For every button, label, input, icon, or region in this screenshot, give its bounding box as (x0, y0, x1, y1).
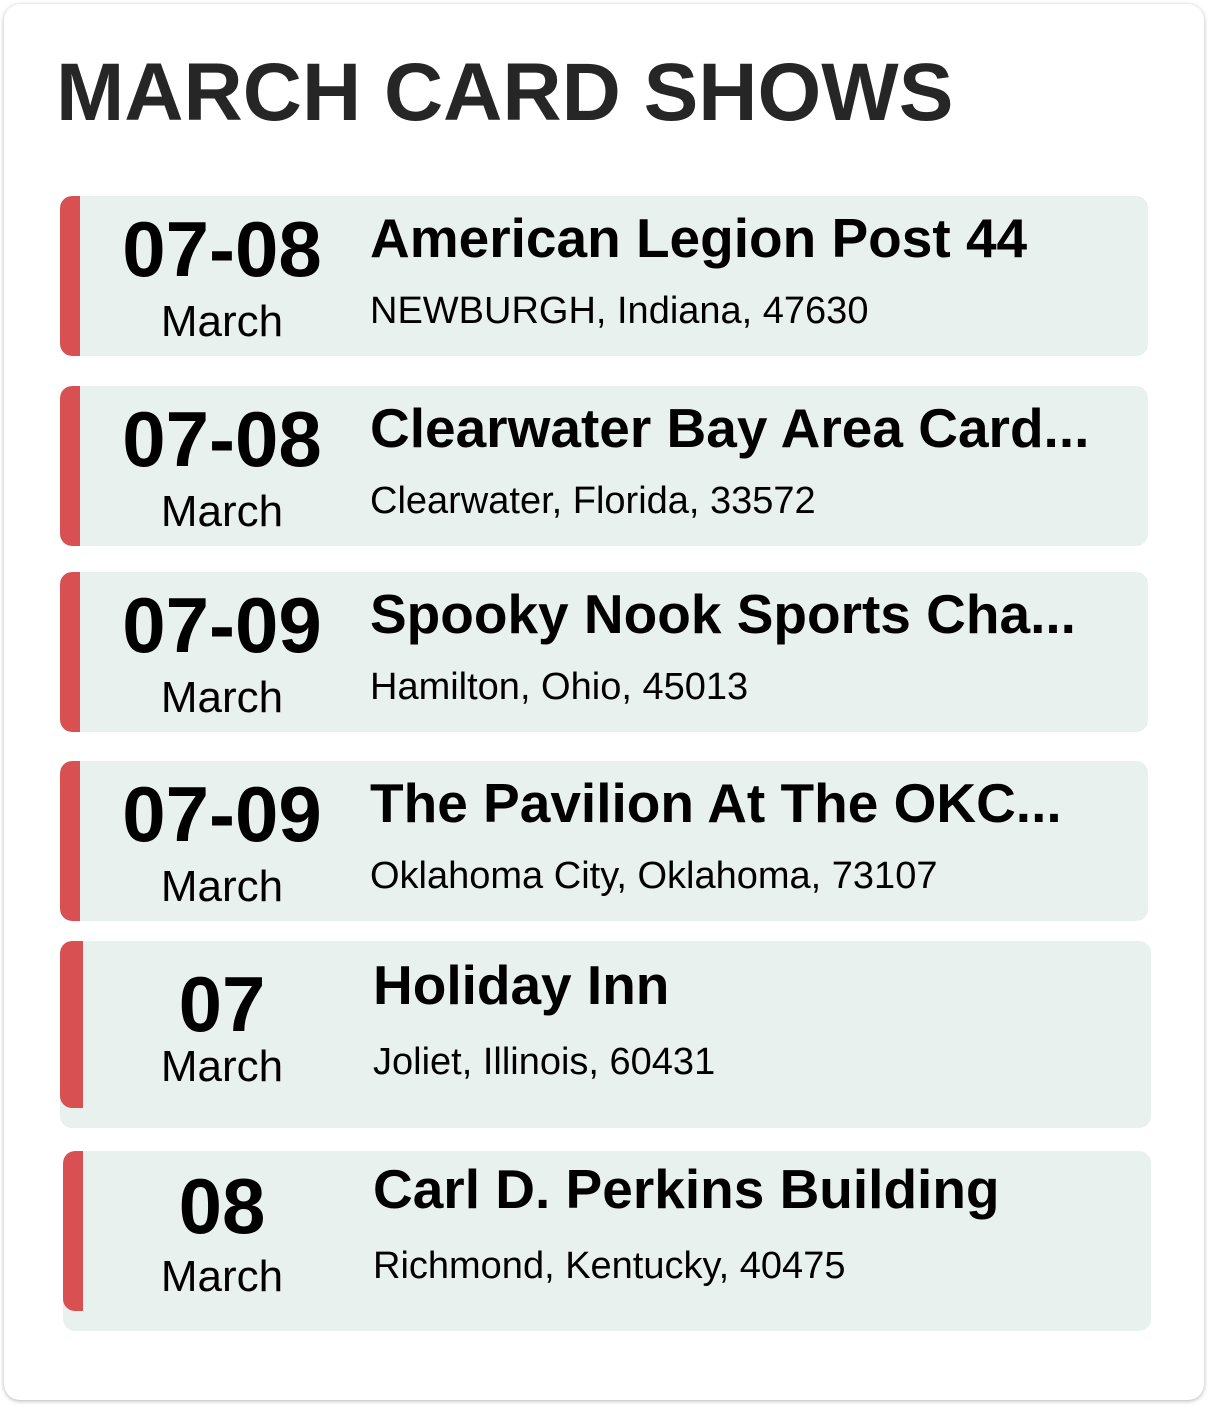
show-month: March (160, 673, 284, 722)
show-venue: American Legion Post 44 (370, 207, 1028, 269)
accent-bar (60, 761, 80, 921)
show-month: March (160, 862, 284, 911)
show-date: 07 (178, 960, 266, 1048)
show-date: 07-09 (122, 770, 322, 858)
show-month: March (160, 1042, 284, 1091)
show-date: 07-08 (122, 205, 322, 293)
show-location: Clearwater, Florida, 33572 (370, 480, 816, 522)
accent-bar (60, 196, 80, 356)
show-card[interactable]: 07-09 March The Pavilion At The OKC... O… (60, 761, 1148, 921)
show-card[interactable]: 08 March Carl D. Perkins Building Richmo… (63, 1151, 1151, 1331)
show-venue: Carl D. Perkins Building (373, 1158, 1000, 1220)
page-title: MARCH CARD SHOWS (56, 47, 954, 138)
show-venue: Spooky Nook Sports Cha... (370, 583, 1076, 645)
show-month: March (160, 1252, 284, 1301)
show-card[interactable]: 07-09 March Spooky Nook Sports Cha... Ha… (60, 572, 1148, 732)
show-location: Hamilton, Ohio, 45013 (370, 666, 749, 708)
show-date: 07-08 (122, 395, 322, 483)
show-date: 08 (178, 1162, 266, 1250)
show-location: Joliet, Illinois, 60431 (373, 1041, 716, 1083)
show-month: March (160, 487, 284, 536)
accent-bar (60, 572, 80, 732)
show-month: March (160, 297, 284, 346)
show-card[interactable]: 07-08 March American Legion Post 44 NEWB… (60, 196, 1148, 356)
show-card[interactable]: 07-08 March Clearwater Bay Area Card... … (60, 386, 1148, 546)
show-venue: The Pavilion At The OKC... (370, 772, 1062, 834)
accent-bar (60, 941, 83, 1108)
show-date: 07-09 (122, 581, 322, 669)
accent-bar (63, 1151, 83, 1311)
show-card[interactable]: 07 March Holiday Inn Joliet, Illinois, 6… (60, 941, 1151, 1128)
accent-bar (60, 386, 80, 546)
show-venue: Holiday Inn (373, 954, 670, 1016)
show-location: Richmond, Kentucky, 40475 (373, 1245, 846, 1287)
show-location: Oklahoma City, Oklahoma, 73107 (370, 855, 938, 897)
show-venue: Clearwater Bay Area Card... (370, 397, 1090, 459)
show-location: NEWBURGH, Indiana, 47630 (370, 290, 869, 332)
